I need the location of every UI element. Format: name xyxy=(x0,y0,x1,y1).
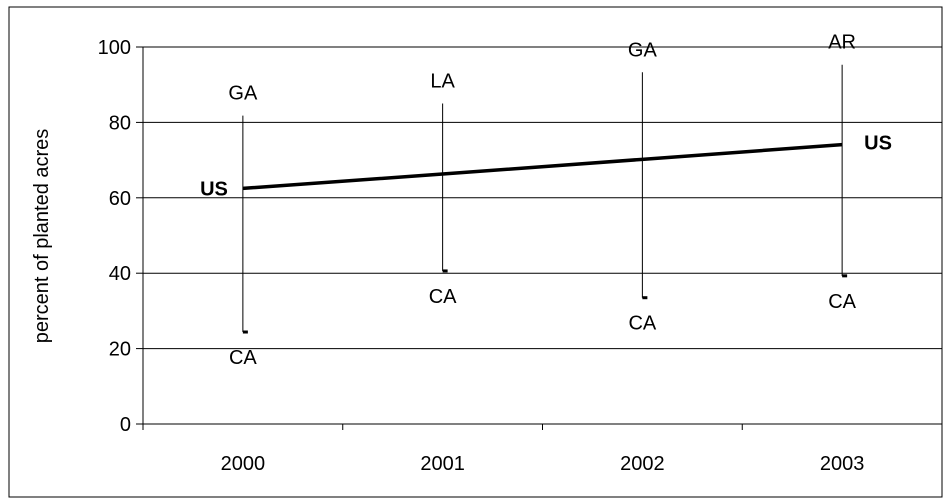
high-label-2001: LA xyxy=(430,71,455,93)
x-tick-label-2000: 2000 xyxy=(221,453,266,475)
y-tick-label-60: 60 xyxy=(109,188,131,210)
low-label-2001: CA xyxy=(429,286,457,308)
range-bars xyxy=(242,64,848,334)
chart-border xyxy=(8,6,943,498)
high-label-2002: GA xyxy=(628,39,658,61)
y-tick-label-80: 80 xyxy=(109,112,131,134)
low-marker-2003 xyxy=(842,274,848,278)
y-tick-label-20: 20 xyxy=(109,339,131,361)
series-start-label: US xyxy=(200,178,228,200)
x-tick-label-2002: 2002 xyxy=(620,453,665,475)
data-labels: GA CA LA CA GA CA AR CA US US xyxy=(200,32,892,369)
y-tick-label-0: 0 xyxy=(120,414,131,436)
axes: 0 20 40 60 80 100 2000 2001 2002 2003 xyxy=(98,37,943,475)
y-tick-label-100: 100 xyxy=(98,37,131,59)
x-tick-label-2003: 2003 xyxy=(820,453,865,475)
x-tick-label-2001: 2001 xyxy=(420,453,465,475)
series-line-0 xyxy=(242,142,843,191)
low-marker-2002 xyxy=(642,296,648,300)
y-tick-label-40: 40 xyxy=(109,263,131,285)
series-lines xyxy=(242,142,843,191)
low-marker-2000 xyxy=(242,330,248,334)
gridlines xyxy=(143,46,942,350)
y-axis-title: percent of planted acres xyxy=(31,129,53,344)
low-label-2000: CA xyxy=(229,347,257,369)
series-end-label: US xyxy=(864,133,892,155)
high-label-2000: GA xyxy=(228,83,258,105)
high-label-2003: AR xyxy=(828,32,856,54)
low-label-2002: CA xyxy=(628,313,656,335)
low-label-2003: CA xyxy=(828,291,856,313)
low-marker-2001 xyxy=(442,269,448,273)
